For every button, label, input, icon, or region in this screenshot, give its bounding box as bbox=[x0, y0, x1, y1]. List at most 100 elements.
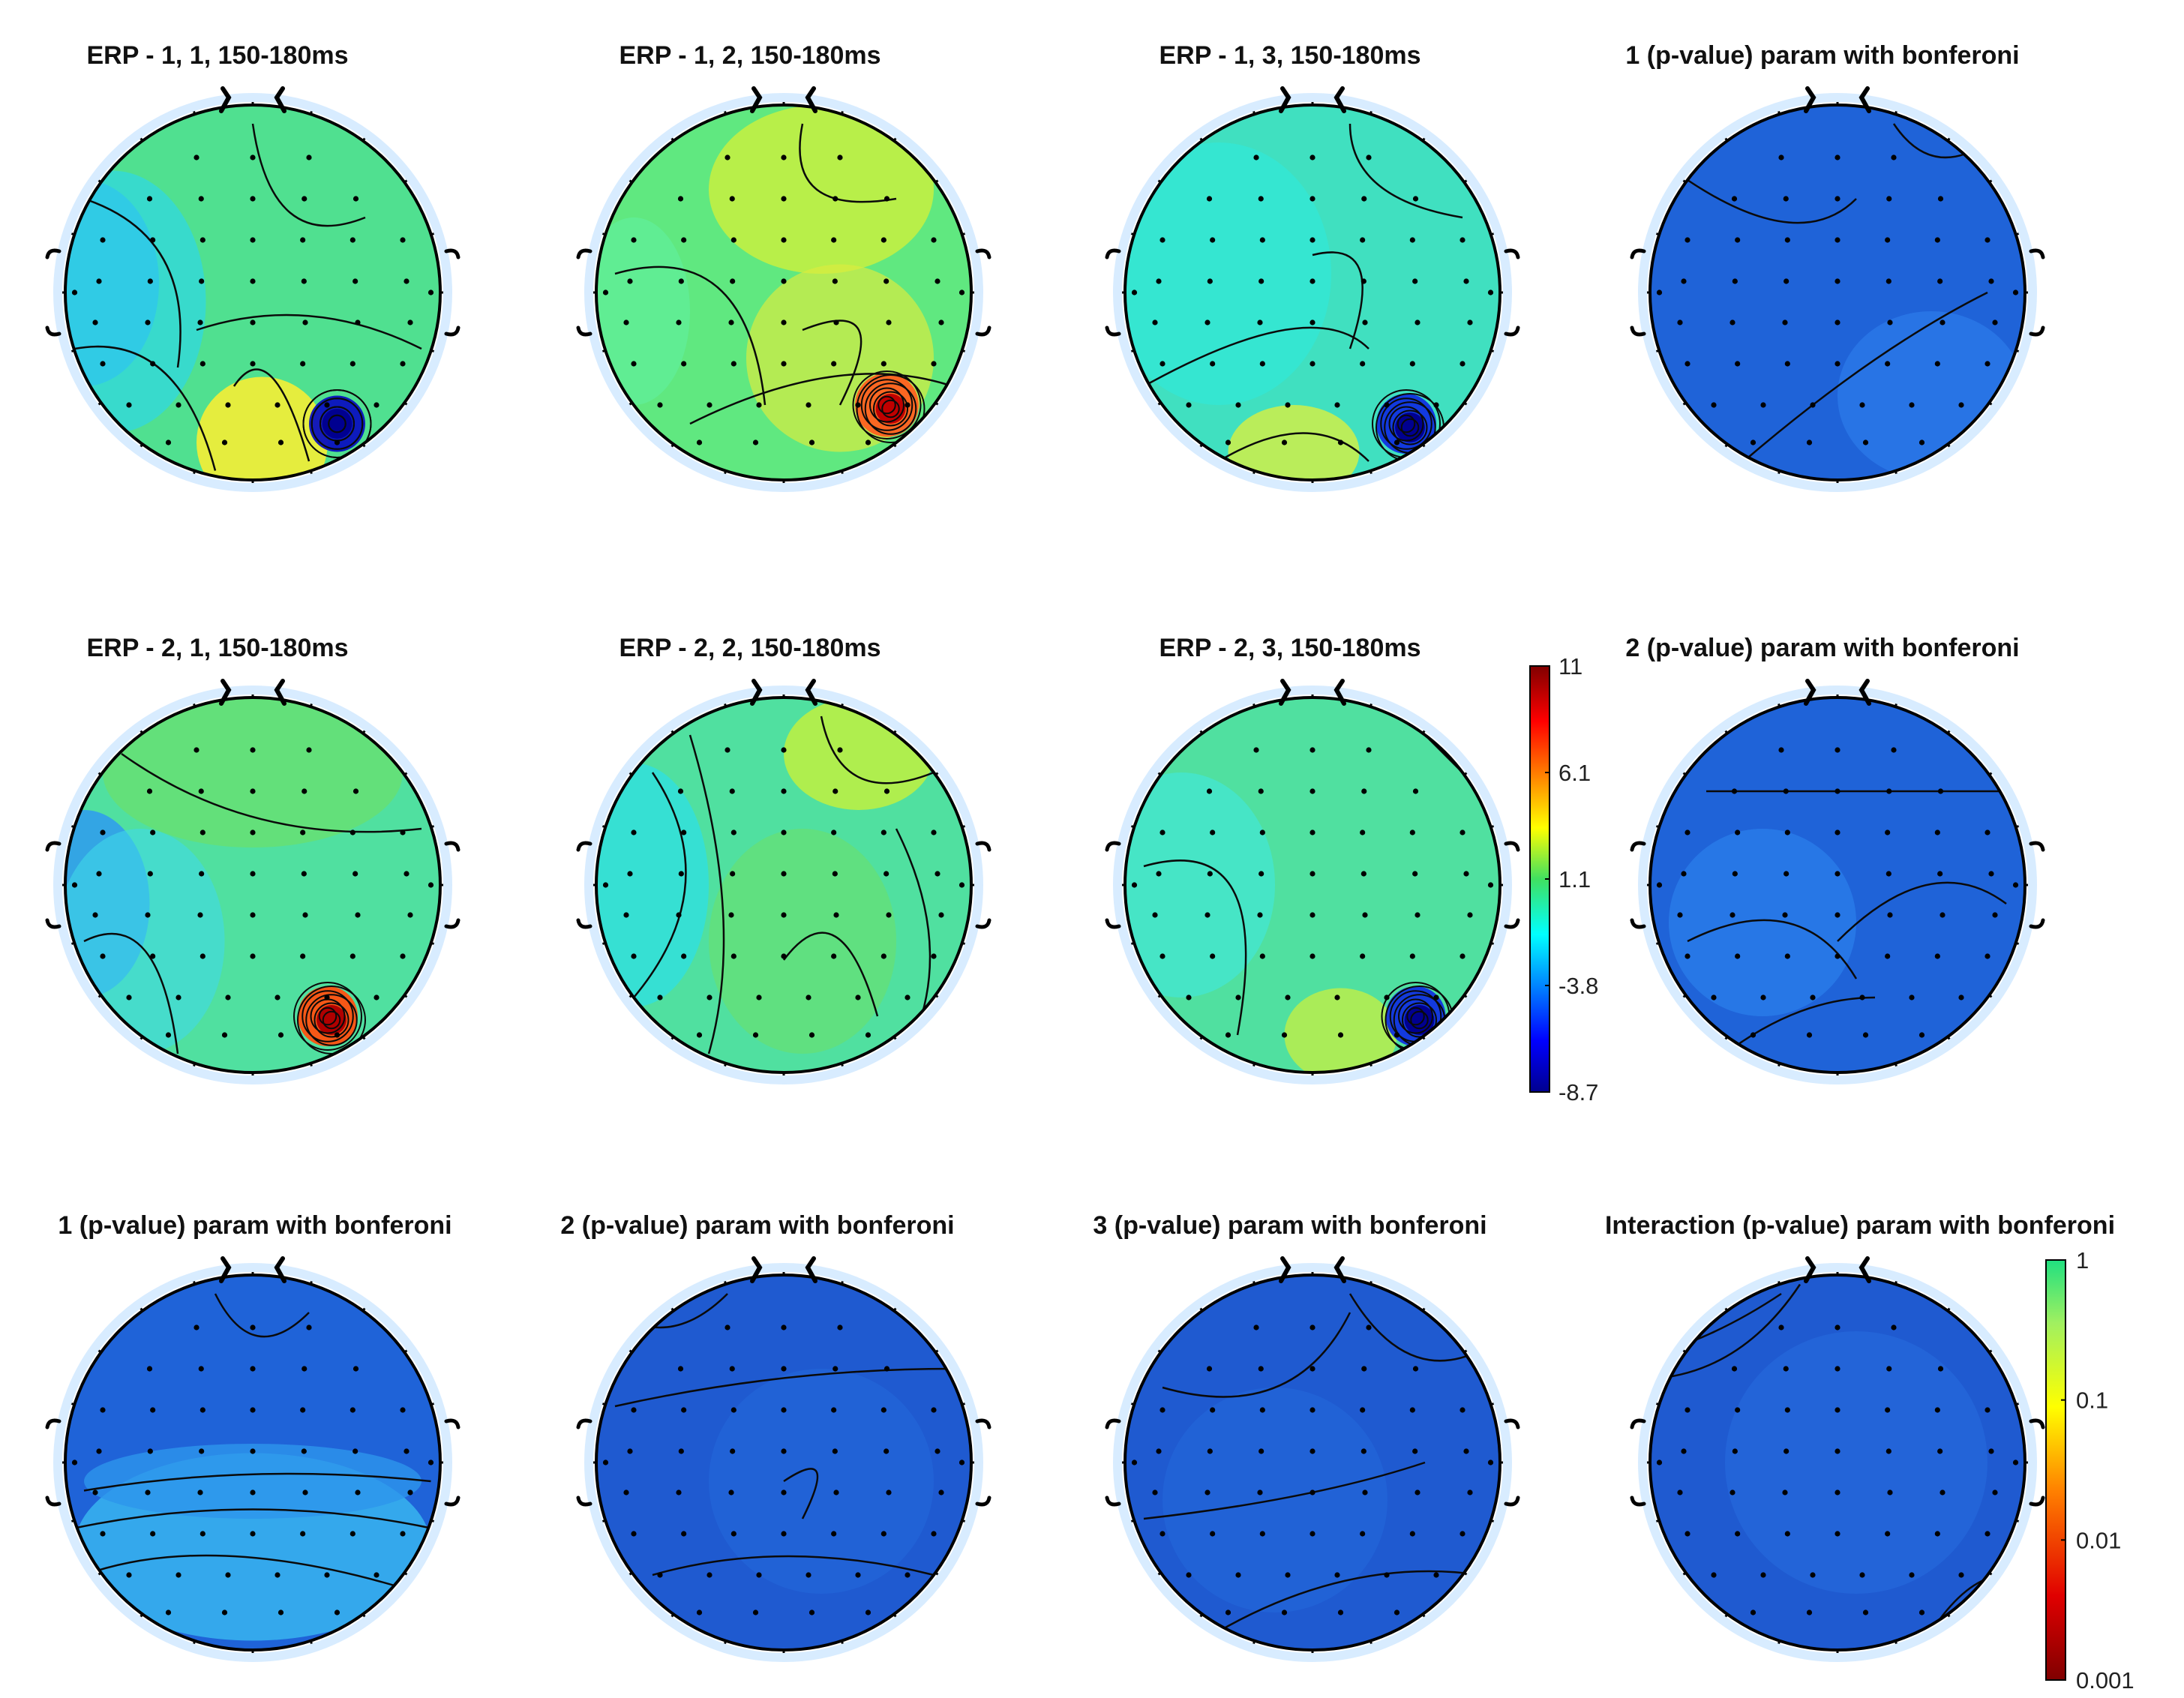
colorbar-gradient bbox=[2045, 1259, 2066, 1681]
rim-tick bbox=[961, 349, 966, 352]
electrode-dot bbox=[1460, 361, 1466, 367]
electrode-dot bbox=[884, 871, 890, 877]
electrode-dot bbox=[865, 1610, 872, 1616]
electrode-dot bbox=[145, 320, 151, 326]
electrode-dot bbox=[1834, 196, 1840, 202]
electrode-dot bbox=[1891, 1324, 1897, 1330]
potential-region bbox=[709, 1369, 934, 1594]
electrode-dot bbox=[855, 402, 861, 408]
electrode-dot bbox=[781, 361, 787, 367]
electrode-dot bbox=[1259, 1531, 1265, 1537]
electrode-dot bbox=[781, 830, 787, 836]
electrode-dot bbox=[1235, 402, 1241, 408]
electrode-dot bbox=[1782, 320, 1788, 326]
potential-region bbox=[1669, 829, 1856, 1016]
electrode-dot bbox=[1887, 320, 1893, 326]
contour-line bbox=[1143, 1461, 1426, 1520]
electrode-dot bbox=[1730, 1490, 1736, 1496]
electrode-dot bbox=[677, 196, 684, 202]
electrode-dot bbox=[1940, 912, 1946, 918]
electrode-dot bbox=[696, 440, 703, 446]
electrode-dot bbox=[1360, 871, 1366, 877]
electrode-dot bbox=[831, 237, 837, 243]
rim-tick bbox=[70, 349, 76, 352]
electrode-dot bbox=[724, 1324, 730, 1330]
rim-tick bbox=[1724, 442, 1729, 448]
contour-ring bbox=[1402, 1002, 1437, 1038]
contour-ring bbox=[881, 399, 900, 418]
electrode-dot bbox=[1285, 994, 1291, 1000]
electrode-dot bbox=[1834, 320, 1840, 326]
electrode-dot bbox=[1310, 830, 1316, 836]
rim-tick bbox=[934, 1571, 939, 1576]
scalp-map bbox=[1125, 105, 1500, 480]
rim-tick bbox=[1946, 137, 1951, 142]
rim-tick bbox=[1724, 1612, 1729, 1618]
electrode-dot bbox=[623, 320, 629, 326]
electrode-dot bbox=[904, 994, 910, 1000]
scalp-map bbox=[65, 1275, 440, 1650]
electrode-dot bbox=[1731, 196, 1738, 202]
panel-title: ERP - 2, 3, 150-180ms bbox=[1159, 634, 1420, 662]
topoplot-panel: Interaction (p-value) param with bonfero… bbox=[1605, 1211, 2115, 1662]
electrode-dot bbox=[324, 1572, 330, 1578]
rim-tick bbox=[1157, 994, 1162, 998]
rim-tick bbox=[1655, 349, 1660, 352]
nose-left bbox=[1279, 86, 1292, 113]
electrode-dot bbox=[1384, 994, 1390, 1000]
electrode-dot bbox=[623, 1490, 629, 1496]
colorbar: 1 0.1 0.01 0.001 bbox=[2045, 1247, 2134, 1694]
electrode-dot bbox=[1784, 361, 1790, 367]
electrode-dot bbox=[1684, 361, 1690, 367]
electrode-dot bbox=[324, 994, 330, 1000]
electrode-dot bbox=[934, 1448, 940, 1454]
electrode-dot bbox=[729, 196, 735, 202]
rim-tick bbox=[1682, 994, 1688, 998]
rim-tick bbox=[1682, 772, 1688, 776]
contour-line bbox=[1143, 326, 1370, 388]
electrode-dot bbox=[1760, 1572, 1766, 1578]
ear-left bbox=[45, 1418, 62, 1507]
nose-left bbox=[219, 86, 232, 113]
electrode-dot bbox=[278, 440, 284, 446]
rim-tick bbox=[1369, 110, 1372, 116]
rim-tick bbox=[70, 1402, 76, 1406]
rim-tick bbox=[1655, 232, 1660, 236]
contour-ring bbox=[869, 387, 904, 423]
electrode-dot bbox=[1937, 1448, 1943, 1454]
electrode-dot bbox=[832, 1366, 838, 1372]
rim-tick bbox=[961, 941, 966, 945]
electrode-dot bbox=[806, 1572, 812, 1578]
electrode-dot bbox=[250, 747, 256, 753]
electrode-dot bbox=[627, 278, 633, 284]
electrode-dot bbox=[931, 830, 937, 836]
rim-tick bbox=[140, 730, 144, 735]
electrode-dot bbox=[631, 830, 637, 836]
rim-tick bbox=[403, 1349, 408, 1354]
electrode-dot bbox=[334, 1032, 340, 1038]
electrode-dot bbox=[250, 1366, 256, 1372]
electrode-dot bbox=[730, 1407, 736, 1413]
electrode-dot bbox=[198, 788, 204, 794]
electrode-dot bbox=[627, 871, 633, 877]
electrode-dot bbox=[1750, 1610, 1756, 1616]
electrode-dot bbox=[1160, 361, 1166, 367]
potential-region bbox=[316, 1005, 346, 1035]
nose-left bbox=[1279, 1256, 1292, 1283]
head-glow bbox=[584, 1263, 983, 1662]
ear-right bbox=[444, 1418, 460, 1507]
electrode-dot bbox=[730, 871, 736, 877]
rim-tick bbox=[1490, 941, 1495, 945]
potential-region bbox=[65, 829, 225, 1054]
electrode-dot bbox=[1735, 953, 1741, 959]
rim-tick bbox=[934, 1349, 939, 1354]
contour-line bbox=[1837, 881, 2007, 942]
rim-tick bbox=[70, 232, 76, 236]
electrode-dot bbox=[678, 278, 684, 284]
electrode-dot bbox=[1810, 402, 1816, 408]
electrode-dot bbox=[306, 747, 312, 753]
electrode-dot bbox=[1834, 237, 1840, 243]
electrode-dot bbox=[833, 1490, 839, 1496]
electrode-dot bbox=[1684, 1531, 1690, 1537]
